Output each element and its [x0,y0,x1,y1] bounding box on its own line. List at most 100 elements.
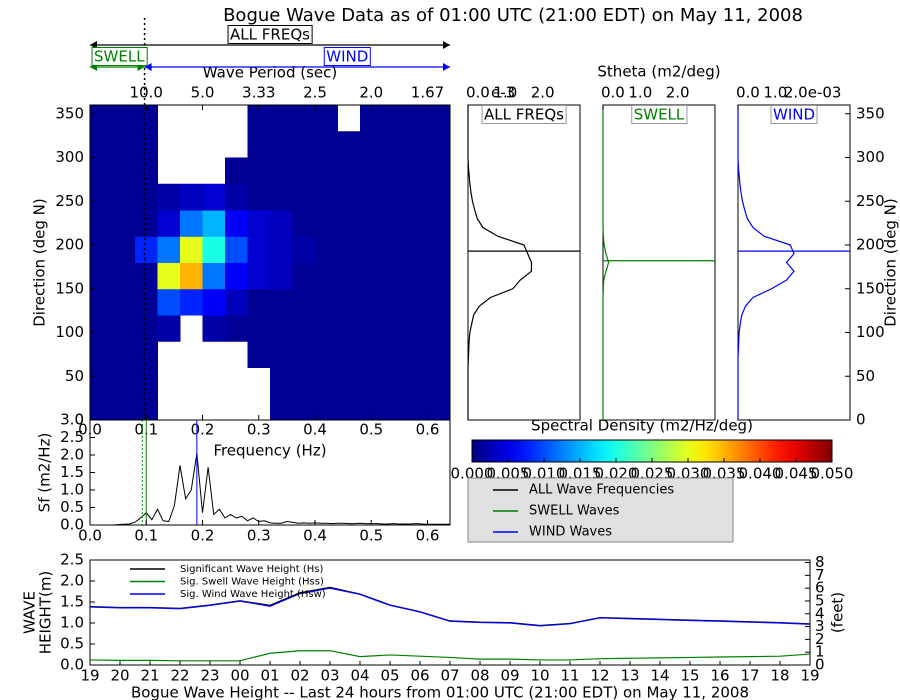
y-tick-label: 0 [856,411,866,429]
heatmap-cell [405,367,428,395]
x-tick-label: 20 [110,667,129,685]
x-tick-label: 1.0 [628,84,652,102]
heatmap-cell [157,288,181,316]
label-box [770,105,818,124]
y-tick-label: 1.5 [60,463,84,481]
heatmap-cell [360,288,383,316]
offset-text: e-3 [491,84,515,102]
heatmap-cell [337,157,361,185]
heatmap-cell [427,105,451,132]
heatmap-cell [315,288,338,316]
legend-label: ALL Wave Frequencies [529,483,674,498]
heatmap-cell [270,183,293,211]
heatmap-cell [405,262,428,290]
heatmap-cell [292,105,316,132]
heatmap-cell [180,210,203,237]
heatmap-cell [202,210,226,237]
x-tick-label: 0.0 [466,84,490,102]
y-tick-label: 250 [856,192,885,210]
heatmap-cell [270,315,293,342]
x-tick-label: 0.4 [303,421,327,439]
heatmap-cell [112,183,136,211]
heatmap-cell [360,131,383,158]
y-axis-label: Sf (m2/Hz) [36,433,54,513]
heatmap-cell [360,341,383,368]
x-tick-label: 0.0 [78,527,102,545]
heatmap-cell [315,131,338,158]
y-tick-label: 0.5 [60,635,84,653]
x-tick-label: 0.3 [247,421,271,439]
heatmap-cell [112,131,136,158]
heatmap-cell [337,393,361,421]
x-tick-label: 0.3 [247,527,271,545]
heatmap-cell [405,157,428,185]
heatmap-cell [135,288,158,316]
x-tick-label: 2.0 [666,84,690,102]
heatmap-cell [270,393,293,421]
x-axis-label: Bogue Wave Height -- Last 24 hours from … [131,684,749,700]
heatmap-cell [180,236,203,263]
x-tick-label: 03 [320,667,339,685]
label-box [91,47,148,66]
x-tick-label: 0.5 [359,421,383,439]
x-tick-label: 18 [770,667,789,685]
heatmap-cell [157,236,181,263]
heatmap-cell [112,210,136,237]
y2-axis-label: (feet) [829,592,847,633]
heatmap-cell [90,262,113,290]
y-tick-label: 250 [55,192,84,210]
x-tick-label: 04 [350,667,369,685]
heatmap-cell [180,288,203,316]
y-tick-label: 100 [856,323,885,341]
heatmap-cell [225,288,248,316]
x-tick-label: 07 [440,667,459,685]
y2-tick-label: 4 [815,604,825,622]
heatmap-cell [90,341,113,368]
heatmap-cell [337,183,361,211]
heatmap-cell [90,183,113,211]
y-tick-label: 200 [856,236,885,254]
top-tick-label: 2.0 [359,84,383,102]
heatmap-cell [405,210,428,237]
y-tick-label: 0.0 [60,656,84,674]
heatmap-cell [382,157,406,185]
heatmap-cell [112,315,136,342]
heatmap-cell [427,210,451,237]
x-tick-label: 01 [260,667,279,685]
y-tick-label: 350 [55,104,84,122]
x-tick-label: 0.4 [303,527,327,545]
x-tick-label: 0.6 [416,527,440,545]
series-line [89,587,811,627]
x-tick-label: 22 [170,667,189,685]
heatmap-cell [157,210,181,237]
y-tick-label: 300 [856,148,885,166]
y-tick-label: 300 [55,148,84,166]
y-tick-label: 0 [74,411,84,429]
heatmap-cell [382,341,406,368]
x-tick-label: 0.2 [191,421,215,439]
heatmap-cell [315,236,338,263]
heatmap-cell [112,393,136,421]
plot-frame [467,104,581,421]
heatmap-cell [337,341,361,368]
y2-tick-label: 1 [815,643,825,661]
heatmap-cell [427,157,451,185]
x-tick-label: 0.6 [416,421,440,439]
y2-tick-label: 7 [815,566,825,584]
heatmap-cell [292,341,316,368]
heatmap-cell [202,236,226,263]
x-tick-label: 2.0e-03 [784,84,842,102]
heatmap-cell [247,131,271,158]
x-tick-label: 02 [290,667,309,685]
heatmap-cell [90,288,113,316]
colorbar-tick-label: 0.040 [739,465,782,483]
heatmap-cell [405,288,428,316]
heatmap-cell [292,367,316,395]
heatmap-cell [270,210,293,237]
y-tick-label: 1.0 [60,481,84,499]
heatmap-cell [292,236,316,263]
heatmap-cell [337,288,361,316]
heatmap-cell [427,262,451,290]
series-line [89,650,811,662]
heatmap-cell [225,183,248,211]
